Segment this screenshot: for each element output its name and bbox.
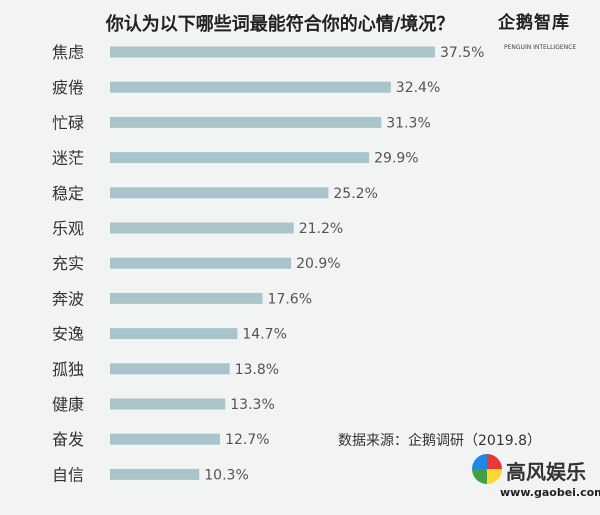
category-label: 自信 [52,465,84,484]
value-label: 21.2% [299,221,343,237]
category-label: 焦虑 [52,43,84,62]
category-label: 稳定 [52,184,84,203]
bar [110,152,370,164]
bar [110,468,200,480]
source-note: 数据来源：企鹅调研（2019.8） [338,433,541,449]
penguin-intelligence-logo: 企鹅智库 PENGUIN INTELLIGENCE [498,8,593,58]
category-label: 奋发 [52,430,84,449]
watermark-icon [472,454,502,484]
category-label: 忙碌 [52,113,84,132]
bar [110,398,226,410]
chart-title: 你认为以下哪些词最能符合你的心情/境况？ [105,14,455,35]
logo-name: 企鹅智库 [498,13,570,33]
bar [110,116,382,128]
category-label: 安逸 [52,325,84,344]
bar [110,328,238,340]
category-label: 奔波 [52,289,84,308]
watermark-url: www.gaobei.com [500,486,600,499]
value-label: 13.3% [230,397,274,413]
category-label: 孤独 [52,360,84,379]
bar [110,81,391,93]
value-label: 31.3% [386,115,430,131]
category-label: 乐观 [52,219,84,238]
value-label: 29.9% [374,151,418,167]
value-label: 25.2% [333,186,377,202]
watermark: 高风娱乐 www.gaobei.com [452,452,600,510]
value-label: 20.9% [296,256,340,272]
bar [110,292,263,304]
value-label: 32.4% [396,80,440,96]
watermark-text: 高风娱乐 [506,460,586,484]
value-label: 14.7% [242,327,286,343]
bar [110,46,435,58]
category-label: 疲倦 [52,78,84,97]
bar [110,257,292,269]
category-label: 健康 [52,395,84,414]
value-label: 13.8% [235,362,279,378]
bar [110,187,329,199]
bar [110,433,221,445]
bar [110,363,230,375]
value-label: 10.3% [204,467,248,483]
value-label: 12.7% [225,432,269,448]
category-label: 迷茫 [52,149,84,168]
category-label: 充实 [52,254,84,273]
value-label: 17.6% [268,291,312,307]
bar [110,222,294,234]
value-label: 37.5% [440,45,484,61]
logo-tagline: PENGUIN INTELLIGENCE [504,44,577,51]
